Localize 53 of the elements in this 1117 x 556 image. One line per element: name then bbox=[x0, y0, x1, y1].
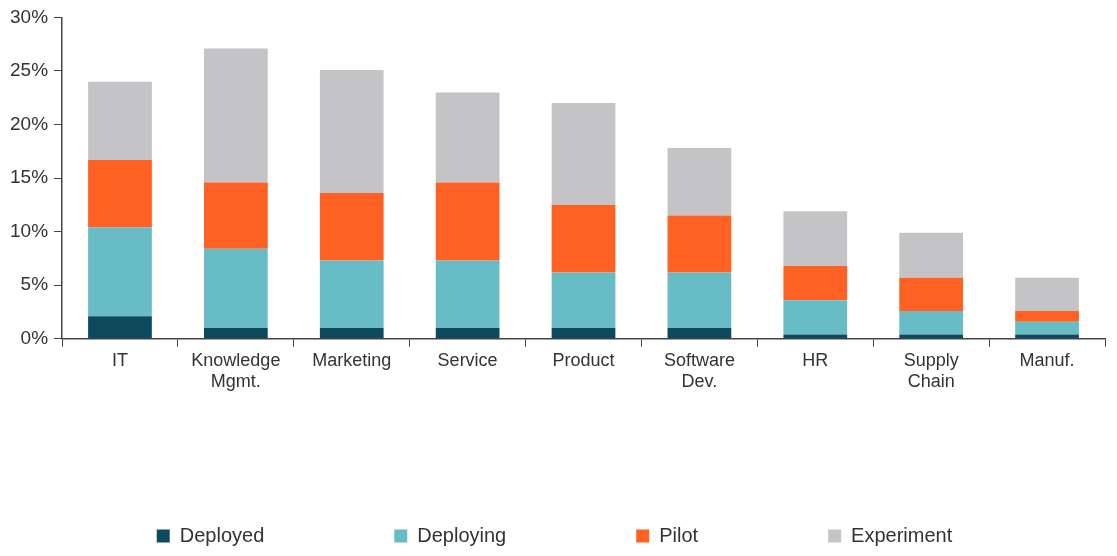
bar bbox=[667, 272, 732, 329]
bar bbox=[551, 328, 616, 339]
x-tick-label: IT bbox=[111, 349, 128, 370]
bar bbox=[203, 328, 268, 339]
x-tick-label: Supply Chain bbox=[903, 349, 959, 392]
bar bbox=[203, 182, 268, 249]
legend-label: Deployed bbox=[179, 523, 265, 546]
x-tick-label: HR bbox=[802, 349, 829, 370]
legend-label: Experiment bbox=[851, 523, 953, 546]
bar bbox=[319, 328, 384, 339]
bar bbox=[899, 232, 964, 278]
y-tick-label: 15% bbox=[10, 166, 49, 188]
bar bbox=[551, 103, 616, 205]
bar bbox=[435, 92, 500, 183]
bar bbox=[783, 211, 848, 266]
bar bbox=[88, 81, 152, 160]
bar bbox=[1015, 321, 1079, 335]
bar bbox=[319, 193, 384, 261]
bar bbox=[1015, 310, 1079, 322]
bar bbox=[899, 310, 964, 335]
bar bbox=[435, 260, 500, 329]
x-tick-label: Product bbox=[552, 349, 615, 370]
bar bbox=[1015, 277, 1079, 311]
bar bbox=[667, 328, 732, 339]
x-tick-label: Knowledge Mgmt. bbox=[191, 349, 281, 392]
y-tick-label: 10% bbox=[10, 219, 49, 241]
legend-label: Deploying bbox=[417, 523, 507, 546]
bar bbox=[435, 182, 500, 261]
bar bbox=[203, 48, 268, 183]
bar bbox=[88, 227, 152, 317]
bar bbox=[319, 260, 384, 329]
y-tick-label: 5% bbox=[20, 273, 49, 295]
bar bbox=[203, 248, 268, 329]
x-tick-label: Service bbox=[437, 349, 498, 370]
bar bbox=[667, 148, 732, 216]
bar bbox=[319, 69, 384, 194]
bar bbox=[551, 272, 616, 329]
bar bbox=[899, 277, 964, 311]
bar bbox=[435, 328, 500, 339]
x-tick-label: Manuf. bbox=[1019, 349, 1075, 370]
x-tick-label: Marketing bbox=[312, 349, 392, 370]
y-tick-label: 0% bbox=[20, 327, 49, 349]
bar bbox=[667, 215, 732, 273]
y-tick-label: 30% bbox=[10, 5, 49, 27]
x-tick-label: Software Dev. bbox=[663, 349, 735, 392]
bar bbox=[551, 204, 616, 273]
bar bbox=[783, 265, 848, 301]
bar bbox=[88, 159, 152, 228]
bar bbox=[88, 316, 152, 339]
legend-label: Pilot bbox=[659, 523, 699, 546]
y-tick-label: 20% bbox=[10, 112, 49, 134]
bar bbox=[783, 300, 848, 335]
y-tick-label: 25% bbox=[10, 59, 49, 81]
